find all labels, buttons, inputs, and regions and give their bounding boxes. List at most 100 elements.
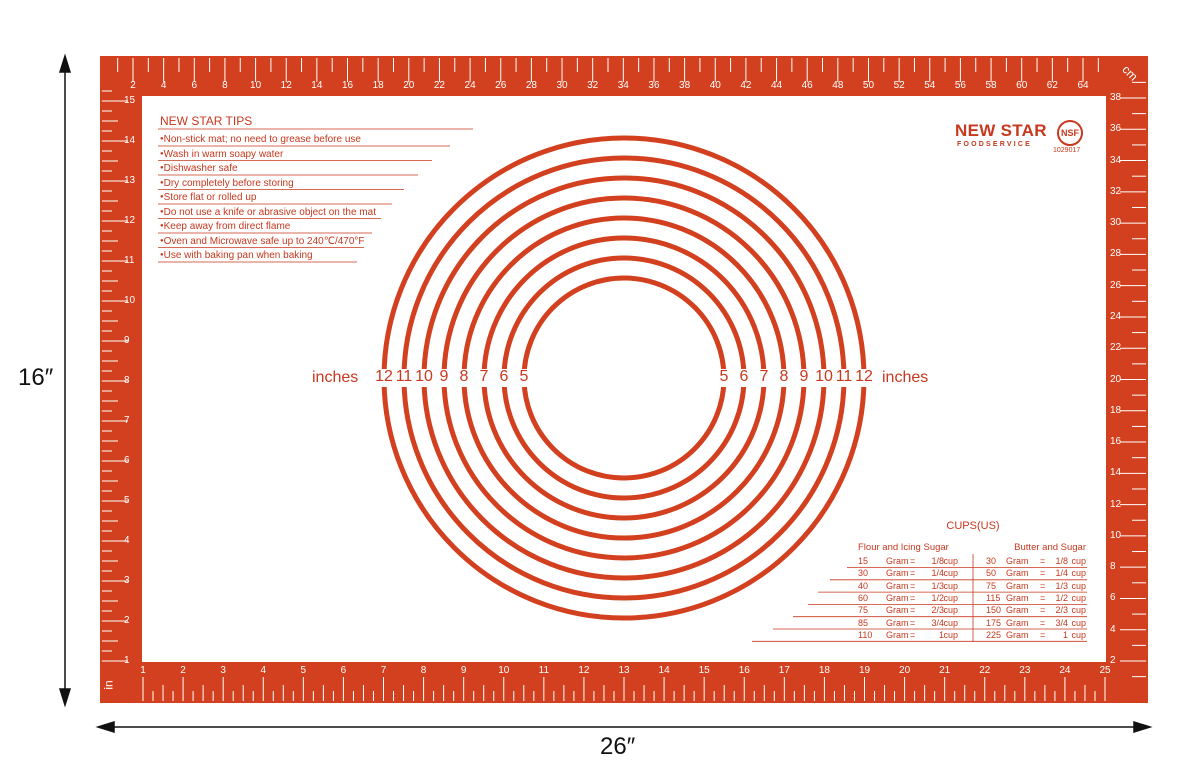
ring-label: 6 bbox=[499, 368, 509, 385]
ring-label-gap bbox=[396, 369, 412, 387]
cup-cell: Gram bbox=[1006, 605, 1029, 616]
cup-cell: 75 bbox=[986, 580, 997, 591]
tip-item: Dishwasher safe bbox=[160, 162, 238, 175]
cup-cell: 1/2 bbox=[931, 592, 944, 603]
nsf-seal: NSF bbox=[1057, 120, 1083, 146]
top-ruler-label: 56 bbox=[954, 80, 966, 91]
cup-cell: Gram bbox=[886, 617, 909, 628]
top-ruler-label: 54 bbox=[924, 80, 936, 91]
bottom-ruler-label: 5 bbox=[300, 665, 307, 676]
cup-cell: cup bbox=[943, 629, 958, 640]
top-ruler-label: 10 bbox=[250, 80, 262, 91]
right-ruler-label: 34 bbox=[1110, 154, 1122, 166]
cup-cell: 1/3 bbox=[1055, 580, 1068, 591]
cup-cell: cup bbox=[1071, 592, 1086, 603]
right-ruler-label: 16 bbox=[1110, 436, 1122, 448]
top-ruler-label: 58 bbox=[985, 80, 997, 91]
cup-cell: = bbox=[1040, 617, 1046, 628]
cup-cell: 110 bbox=[858, 629, 873, 640]
right-ruler-label: 6 bbox=[1110, 592, 1116, 604]
ring-label-gap bbox=[836, 369, 852, 387]
bottom-ruler-label: 16 bbox=[738, 665, 750, 676]
bottom-ruler-label: 3 bbox=[220, 665, 226, 676]
cup-cell: cup bbox=[943, 556, 958, 566]
cup-cell: Gram bbox=[886, 568, 909, 579]
cup-cell: Gram bbox=[886, 629, 909, 640]
bottom-ruler-label: 1 bbox=[140, 665, 146, 676]
brand-subtitle: FOODSERVICE bbox=[957, 141, 1033, 148]
right-ruler-label: 18 bbox=[1110, 404, 1122, 416]
top-ruler-label: 12 bbox=[280, 80, 292, 91]
top-ruler-label: 18 bbox=[372, 80, 384, 91]
top-ruler-label: 2 bbox=[130, 80, 136, 91]
left-ruler-label: 14 bbox=[124, 135, 136, 146]
width-label: 26″ bbox=[600, 733, 636, 760]
cup-cell: cup bbox=[1071, 629, 1086, 640]
tip-item: Do not use a knife or abrasive object on… bbox=[160, 206, 376, 219]
ring-label-gap bbox=[376, 369, 392, 387]
cup-cell: = bbox=[910, 568, 916, 579]
right-ruler-label: 4 bbox=[1110, 623, 1116, 635]
nsf-number: 1029017 bbox=[1053, 147, 1081, 154]
top-ruler-label: 22 bbox=[433, 80, 445, 91]
bottom-ruler-label: 14 bbox=[658, 665, 670, 676]
bottom-ruler-label: 18 bbox=[818, 665, 830, 676]
ring-label-gap bbox=[496, 369, 512, 387]
bottom-ruler-label: 23 bbox=[1019, 665, 1031, 676]
top-ruler-label: 42 bbox=[740, 80, 752, 91]
left-ruler-label: 11 bbox=[124, 255, 135, 266]
right-ruler-label: 38 bbox=[1110, 92, 1122, 103]
cup-cell: Gram bbox=[1006, 556, 1029, 566]
bottom-ruler-label: 22 bbox=[979, 665, 991, 676]
bottom-ruler-label: 15 bbox=[698, 665, 710, 676]
cup-cell: cup bbox=[943, 568, 958, 579]
left-ruler-label: 4 bbox=[124, 535, 130, 546]
left-ruler-label: 12 bbox=[124, 215, 136, 226]
cup-cell: 50 bbox=[986, 568, 997, 579]
tip-item: Wash in warm soapy water bbox=[160, 148, 284, 161]
ring-label-gap bbox=[756, 369, 772, 387]
ring-label-gap bbox=[516, 369, 532, 387]
cup-cell: = bbox=[910, 556, 916, 566]
cup-cell: 225 bbox=[986, 629, 1002, 640]
cup-cell: 30 bbox=[986, 556, 997, 566]
tip-item: Store flat or rolled up bbox=[160, 191, 257, 204]
bottom-ruler-label: 21 bbox=[939, 665, 951, 676]
cup-cell: = bbox=[910, 629, 916, 640]
top-ruler-label: 16 bbox=[341, 80, 354, 91]
bottom-ruler-label: 2 bbox=[180, 665, 186, 676]
ring-label: 12 bbox=[375, 368, 393, 385]
cup-cell: 1 bbox=[1062, 629, 1068, 640]
top-ruler-label: 26 bbox=[495, 80, 507, 91]
cup-cell: cup bbox=[1071, 556, 1086, 566]
right-ruler-label: 20 bbox=[1110, 373, 1122, 385]
cup-cell: Gram bbox=[1006, 568, 1029, 579]
top-ruler-label: 36 bbox=[648, 80, 660, 91]
cup-cell: cup bbox=[1071, 617, 1086, 628]
cup-cell: cup bbox=[1071, 580, 1086, 591]
cup-cell: Gram bbox=[1006, 629, 1029, 640]
cup-cell: = bbox=[1040, 592, 1046, 603]
bottom-ruler-label: 25 bbox=[1099, 665, 1111, 676]
bottom-ruler-label: 10 bbox=[498, 665, 510, 676]
left-ruler-label: 8 bbox=[124, 375, 130, 386]
ring-label-gap bbox=[776, 369, 792, 387]
cup-cell: cup bbox=[1071, 605, 1086, 616]
height-label: 16″ bbox=[18, 364, 54, 391]
ring-label-gap bbox=[736, 369, 752, 387]
cup-cell: 2/3 bbox=[1055, 605, 1068, 616]
cup-cell: Gram bbox=[886, 592, 909, 603]
cup-cell: cup bbox=[943, 580, 958, 591]
ring-label: 9 bbox=[799, 368, 809, 385]
cup-cell: = bbox=[910, 580, 916, 591]
cup-cell: 3/4 bbox=[1055, 617, 1068, 628]
cup-cell: 1/4 bbox=[1055, 568, 1068, 579]
right-ruler-label: 22 bbox=[1110, 342, 1122, 354]
top-ruler-label: 46 bbox=[801, 80, 813, 91]
cup-cell: 60 bbox=[858, 592, 869, 603]
bottom-ruler-label: 24 bbox=[1059, 665, 1071, 676]
tip-item: Oven and Microwave safe up to 240℃/470°F bbox=[160, 235, 365, 248]
top-ruler-label: 50 bbox=[862, 80, 875, 91]
ring-label: 7 bbox=[759, 368, 769, 385]
